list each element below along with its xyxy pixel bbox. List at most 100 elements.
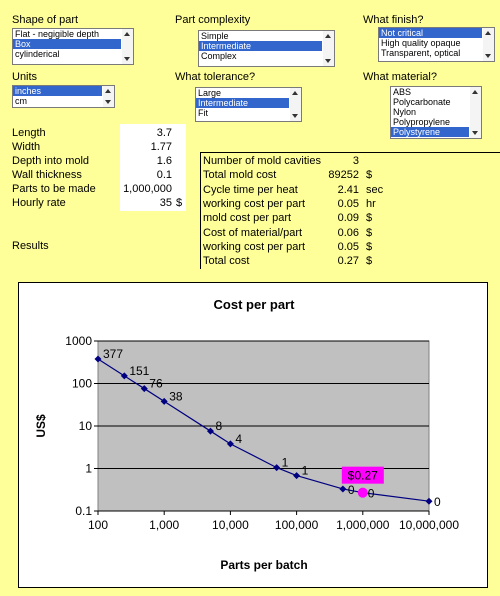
result-label: working cost per part (203, 240, 306, 253)
scroll-down[interactable] (292, 114, 298, 118)
scroll-up[interactable] (325, 34, 331, 38)
scrollbar[interactable] (470, 87, 481, 138)
y-tick-label: 1 (85, 462, 92, 476)
list-item[interactable]: Complex (201, 51, 237, 61)
listbox[interactable]: Not critical High quality opaque Transpare… (378, 27, 495, 62)
listbox[interactable]: ABS Polycarbonate Nylon Polypropylene Polyst… (390, 86, 482, 139)
scrollbar[interactable] (323, 31, 334, 66)
result-label: working cost per part (203, 197, 306, 210)
scroll-down[interactable] (325, 59, 331, 63)
list-item[interactable]: Intermediate (196, 98, 289, 108)
input-value[interactable]: 1.77 (150, 141, 172, 153)
y-tick-label: 1000 (65, 334, 92, 348)
control-label: Units (12, 71, 38, 83)
data-label: 151 (129, 364, 149, 378)
input-value[interactable]: 1,000,000 (123, 183, 172, 195)
results-label: Results (12, 240, 49, 252)
scroll-down[interactable] (124, 57, 130, 61)
result-value: 0.06 (337, 226, 359, 239)
list-item[interactable]: Simple (201, 31, 229, 41)
scroll-up[interactable] (105, 89, 111, 93)
result-unit: $ (366, 255, 373, 268)
scroll-up[interactable] (292, 91, 298, 95)
result-unit: sec (366, 183, 384, 196)
result-unit: $ (366, 169, 373, 182)
point (160, 397, 168, 405)
list-item[interactable]: Polypropylene (393, 117, 451, 127)
listbox[interactable]: Large Intermediate Fit (195, 87, 302, 122)
list-item[interactable]: Large (198, 88, 222, 98)
point (120, 372, 128, 380)
list-item[interactable]: Intermediate (199, 41, 322, 51)
list-item[interactable]: Fit (198, 108, 208, 118)
point (273, 464, 281, 472)
result-value: 3 (352, 155, 359, 167)
input-label: Length (12, 127, 46, 139)
list-item[interactable]: Flat - negigible depth (15, 29, 100, 39)
input-unit: $ (176, 197, 183, 209)
scroll-down[interactable] (472, 131, 478, 135)
y-tick-label: 0.1 (75, 504, 92, 518)
list-item[interactable]: Box (13, 39, 121, 49)
list-item[interactable]: inches (13, 86, 102, 96)
scroll-down[interactable] (485, 54, 491, 58)
point (94, 355, 102, 363)
annotation-box (341, 466, 384, 484)
list-item[interactable]: Not critical (379, 28, 482, 38)
result-label: Number of mold cavities (203, 155, 321, 167)
point (140, 385, 148, 393)
control-label: What tolerance? (175, 71, 256, 83)
input-area (120, 124, 186, 211)
y-tick-label: 10 (79, 419, 93, 433)
result-value: 0.27 (337, 255, 359, 268)
point (425, 497, 433, 505)
x-axis-title: Parts per batch (220, 558, 307, 572)
scrollbar[interactable] (103, 86, 114, 107)
list-item[interactable]: Nylon (393, 107, 417, 117)
list-item[interactable]: High quality opaque (381, 38, 461, 48)
data-label: 0 (434, 495, 441, 509)
list-item[interactable]: Transparent, optical (381, 48, 461, 58)
list-item[interactable]: ABS (393, 87, 412, 97)
scrollbar[interactable] (122, 29, 133, 64)
listbox[interactable]: Simple Intermediate Complex (198, 30, 335, 67)
point (339, 485, 347, 493)
listbox[interactable]: inches cm (12, 85, 115, 108)
data-label: 38 (169, 389, 183, 403)
data-label: 0 (348, 483, 355, 497)
input-value[interactable]: 3.7 (156, 127, 172, 139)
x-tick-label: 10,000,000 (399, 518, 459, 532)
result-label: Cycle time per heat (203, 183, 298, 196)
result-label: mold cost per part (203, 212, 292, 225)
input-value[interactable]: 0.1 (156, 169, 172, 181)
results-border-left (200, 152, 201, 269)
point (206, 427, 214, 435)
scroll-up[interactable] (472, 90, 478, 94)
list-item[interactable]: cm (15, 96, 27, 106)
x-tick-label: 100,000 (275, 518, 319, 532)
result-value: 0.09 (337, 212, 359, 225)
scrollbar[interactable] (290, 88, 301, 121)
input-value[interactable]: 35 (159, 197, 172, 209)
listbox[interactable]: Flat - negigible depth Box cylinderical (12, 28, 134, 65)
x-tick-label: 100 (88, 518, 108, 532)
data-label: 4 (235, 432, 242, 446)
input-value[interactable]: 1.6 (156, 155, 172, 167)
data-label: 1 (282, 456, 289, 470)
input-label: Wall thickness (12, 169, 82, 181)
list-item[interactable]: cylinderical (15, 49, 60, 59)
scroll-down[interactable] (105, 100, 111, 104)
result-unit: hr (366, 197, 376, 210)
scroll-up[interactable] (485, 31, 491, 35)
y-axis-title: US$ (34, 414, 48, 438)
scroll-up[interactable] (124, 32, 130, 36)
list-item[interactable]: Polycarbonate (393, 97, 451, 107)
control-label: Part complexity (175, 14, 251, 26)
input-label: Hourly rate (12, 197, 66, 209)
result-label: Cost of material/part (203, 226, 303, 239)
scrollbar[interactable] (483, 28, 494, 61)
result-unit: $ (366, 240, 373, 253)
data-label: 0 (368, 487, 375, 501)
list-item[interactable]: Polystyrene (391, 127, 469, 137)
